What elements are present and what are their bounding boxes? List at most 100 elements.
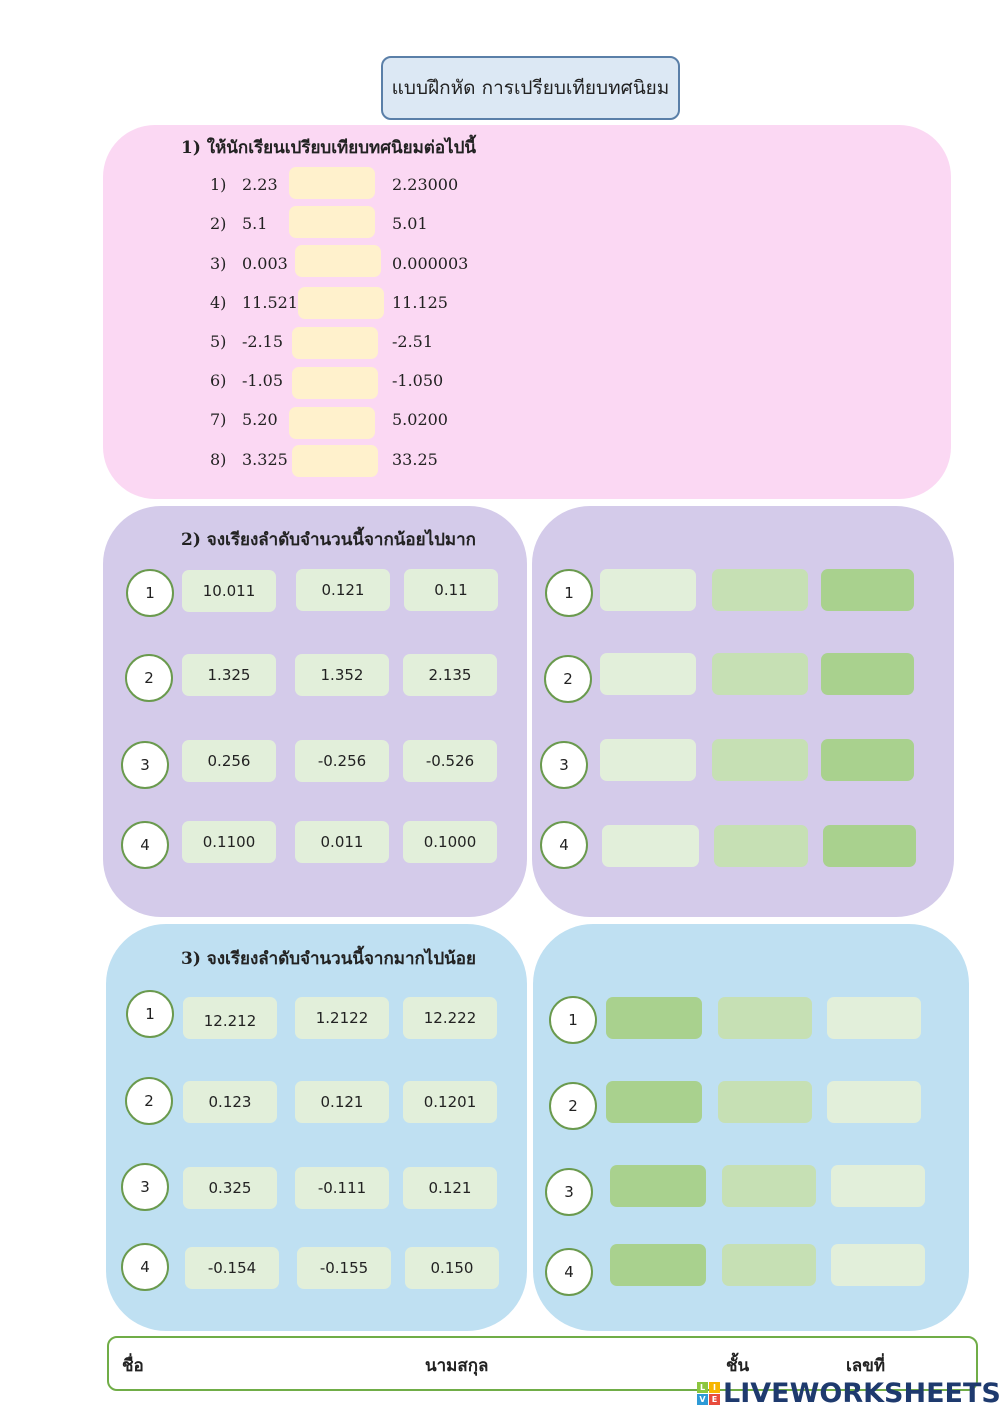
item-number: 8)	[210, 449, 227, 469]
answer-slot-smallest[interactable]	[831, 1244, 925, 1286]
answer-input-5[interactable]	[292, 327, 378, 359]
row-number-badge: 2	[549, 1082, 597, 1130]
number-card[interactable]: 1.352	[295, 654, 389, 696]
logo-letter-e: E	[709, 1394, 720, 1405]
item-number: 6)	[210, 370, 227, 390]
compare-item-8: 8) 3.325	[210, 443, 290, 475]
number-card[interactable]: 0.123	[183, 1081, 277, 1123]
number-card[interactable]: 0.121	[403, 1167, 497, 1209]
number-card[interactable]: -0.154	[185, 1247, 279, 1289]
answer-slot-smallest[interactable]	[602, 825, 699, 867]
answer-input-4[interactable]	[298, 287, 384, 319]
item-number: 3)	[210, 253, 227, 273]
row-number-badge: 4	[121, 821, 169, 869]
number-card[interactable]: 1.325	[182, 654, 276, 696]
answer-slot-largest[interactable]	[606, 1081, 702, 1123]
answer-slot-smallest[interactable]	[827, 997, 921, 1039]
answer-slot-largest[interactable]	[610, 1244, 706, 1286]
left-value: 5.20	[242, 409, 278, 429]
answer-input-3[interactable]	[295, 245, 381, 277]
answer-slot-middle[interactable]	[712, 569, 808, 611]
section1-heading: 1) ให้นักเรียนเปรียบเทียบทศนิยมต่อไปนี้	[181, 138, 476, 158]
answer-slot-middle[interactable]	[714, 825, 808, 867]
answer-input-1[interactable]	[289, 167, 375, 199]
number-card[interactable]: 0.150	[405, 1247, 499, 1289]
compare-item-7: 7) 5.20	[210, 403, 290, 435]
row-number-badge: 4	[121, 1243, 169, 1291]
right-value: 5.0200	[392, 409, 448, 429]
row-number-badge: 1	[545, 569, 593, 617]
right-value: 11.125	[392, 292, 448, 312]
number-card[interactable]: 0.325	[183, 1167, 277, 1209]
compare-item-2: 2) 5.1	[210, 207, 290, 239]
compare-item-5: 5) -2.15	[210, 325, 290, 357]
answer-slot-smallest[interactable]	[600, 653, 696, 695]
section2-heading: 2) จงเรียงลำดับจำนวนนี้จากน้อยไปมาก	[181, 530, 476, 550]
row-number-badge: 2	[125, 654, 173, 702]
row-number-badge: 1	[549, 996, 597, 1044]
answer-slot-largest[interactable]	[610, 1165, 706, 1207]
answer-slot-largest[interactable]	[606, 997, 702, 1039]
answer-slot-largest[interactable]	[821, 569, 914, 611]
number-card[interactable]: -0.526	[403, 740, 497, 782]
number-label: เลขที่	[846, 1356, 886, 1376]
left-value: -1.05	[242, 370, 284, 390]
answer-slot-smallest[interactable]	[600, 739, 696, 781]
answer-slot-middle[interactable]	[712, 653, 808, 695]
answer-input-8[interactable]	[292, 445, 378, 477]
number-card[interactable]: 0.11	[404, 569, 498, 611]
number-card[interactable]: 12.222	[403, 997, 497, 1039]
answer-slot-middle[interactable]	[718, 997, 812, 1039]
answer-input-2[interactable]	[289, 206, 375, 238]
answer-input-7[interactable]	[289, 407, 375, 439]
row-number-badge: 3	[540, 741, 588, 789]
logo-letter-l: L	[697, 1382, 708, 1393]
number-card[interactable]: 0.1201	[403, 1081, 497, 1123]
answer-slot-largest[interactable]	[823, 825, 916, 867]
right-value: 33.25	[392, 449, 438, 469]
number-card[interactable]: 0.121	[296, 569, 390, 611]
row-number-badge: 4	[545, 1248, 593, 1296]
left-value: 2.23	[242, 174, 278, 194]
number-card[interactable]: 0.1000	[403, 821, 497, 863]
number-card[interactable]: 0.1100	[182, 821, 276, 863]
answer-slot-smallest[interactable]	[831, 1165, 925, 1207]
liveworksheets-logo: L I V E LIVEWORKSHEETS	[697, 1378, 1000, 1409]
section1-panel	[103, 125, 951, 499]
number-card[interactable]: 1.2122	[295, 997, 389, 1039]
row-number-badge: 3	[121, 1163, 169, 1211]
number-card[interactable]: 0.121	[295, 1081, 389, 1123]
answer-slot-largest[interactable]	[821, 739, 914, 781]
right-value: -1.050	[392, 370, 444, 390]
row-number-badge: 3	[545, 1168, 593, 1216]
number-card[interactable]: 2.135	[403, 654, 497, 696]
item-number: 4)	[210, 292, 227, 312]
answer-slot-smallest[interactable]	[827, 1081, 921, 1123]
answer-slot-middle[interactable]	[718, 1081, 812, 1123]
row-number-badge: 3	[121, 741, 169, 789]
item-number: 1)	[210, 174, 227, 194]
logo-text: LIVEWORKSHEETS	[723, 1378, 1000, 1409]
answer-slot-middle[interactable]	[712, 739, 808, 781]
worksheet-title: แบบฝึกหัด การเปรียบเทียบทศนิยม	[381, 56, 680, 120]
number-card[interactable]: 10.011	[182, 570, 276, 612]
number-card[interactable]: -0.111	[295, 1167, 389, 1209]
number-card[interactable]: 0.256	[182, 740, 276, 782]
answer-slot-smallest[interactable]	[600, 569, 696, 611]
number-card[interactable]: 12.212	[183, 997, 277, 1039]
right-value: -2.51	[392, 331, 434, 351]
right-value: 2.23000	[392, 174, 459, 194]
number-card[interactable]: 0.011	[295, 821, 389, 863]
left-value: 5.1	[242, 213, 268, 233]
row-number-badge: 4	[540, 821, 588, 869]
number-card[interactable]: -0.256	[295, 740, 389, 782]
logo-letter-i: I	[709, 1382, 720, 1393]
answer-slot-middle[interactable]	[722, 1244, 816, 1286]
section3-heading: 3) จงเรียงลำดับจำนวนนี้จากมากไปน้อย	[181, 949, 476, 969]
answer-slot-largest[interactable]	[821, 653, 914, 695]
logo-letter-v: V	[697, 1394, 708, 1405]
answer-input-6[interactable]	[292, 367, 378, 399]
number-card[interactable]: -0.155	[297, 1247, 391, 1289]
answer-slot-middle[interactable]	[722, 1165, 816, 1207]
row-number-badge: 2	[125, 1077, 173, 1125]
